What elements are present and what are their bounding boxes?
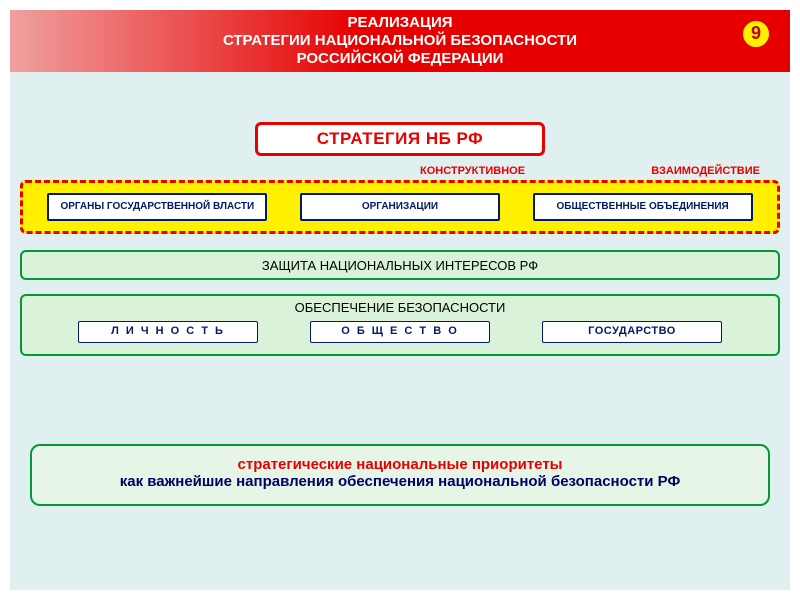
label-interaction: ВЗАИМОДЕЙСТВИЕ — [651, 165, 760, 177]
actor-government-label: ОРГАНЫ ГОСУДАРСТВЕННОЙ ВЛАСТИ — [60, 202, 254, 213]
label-constructive: КОНСТРУКТИВНОЕ — [420, 165, 525, 177]
slide-header: РЕАЛИЗАЦИЯ СТРАТЕГИИ НАЦИОНАЛЬНОЙ БЕЗОПА… — [10, 10, 790, 72]
priorities-line2: как важнейшие направления обеспечения на… — [62, 473, 738, 492]
priorities-box: стратегические национальные приоритеты к… — [30, 444, 770, 506]
security-title: ОБЕСПЕЧЕНИЕ БЕЗОПАСНОСТИ — [22, 300, 778, 315]
actors-group: ОРГАНЫ ГОСУДАРСТВЕННОЙ ВЛАСТИ ОРГАНИЗАЦИ… — [20, 180, 780, 234]
interaction-labels: КОНСТРУКТИВНОЕ ВЗАИМОДЕЙСТВИЕ — [420, 165, 760, 177]
protection-label: ЗАЩИТА НАЦИОНАЛЬНЫХ ИНТЕРЕСОВ РФ — [262, 258, 538, 273]
actor-organizations-label: ОРГАНИЗАЦИИ — [362, 202, 438, 213]
strategy-box: СТРАТЕГИЯ НБ РФ — [255, 122, 545, 156]
page-number: 9 — [751, 23, 761, 45]
security-bar: ОБЕСПЕЧЕНИЕ БЕЗОПАСНОСТИ Л И Ч Н О С Т Ь… — [20, 294, 780, 356]
security-society-label: О Б Щ Е С Т В О — [341, 326, 459, 338]
header-line1: РЕАЛИЗАЦИЯ — [10, 14, 790, 32]
security-person-label: Л И Ч Н О С Т Ь — [111, 326, 225, 338]
header-line3: РОССИЙСКОЙ ФЕДЕРАЦИИ — [10, 50, 790, 68]
actor-organizations: ОРГАНИЗАЦИИ — [300, 193, 500, 221]
header-line2: СТРАТЕГИИ НАЦИОНАЛЬНОЙ БЕЗОПАСНОСТИ — [10, 32, 790, 50]
protection-bar: ЗАЩИТА НАЦИОНАЛЬНЫХ ИНТЕРЕСОВ РФ — [20, 250, 780, 280]
security-person: Л И Ч Н О С Т Ь — [78, 321, 258, 343]
security-state: ГОСУДАРСТВО — [542, 321, 722, 343]
slide-body: СТРАТЕГИЯ НБ РФ КОНСТРУКТИВНОЕ ВЗАИМОДЕЙ… — [10, 72, 790, 590]
priorities-line1: стратегические национальные приоритеты — [62, 456, 738, 473]
actor-associations: ОБЩЕСТВЕННЫЕ ОБЪЕДИНЕНИЯ — [533, 193, 753, 221]
actor-associations-label: ОБЩЕСТВЕННЫЕ ОБЪЕДИНЕНИЯ — [557, 202, 729, 213]
strategy-label: СТРАТЕГИЯ НБ РФ — [317, 129, 483, 149]
security-society: О Б Щ Е С Т В О — [310, 321, 490, 343]
actor-government: ОРГАНЫ ГОСУДАРСТВЕННОЙ ВЛАСТИ — [47, 193, 267, 221]
page-number-badge: 9 — [740, 18, 772, 50]
slide-canvas: РЕАЛИЗАЦИЯ СТРАТЕГИИ НАЦИОНАЛЬНОЙ БЕЗОПА… — [10, 10, 790, 590]
security-state-label: ГОСУДАРСТВО — [588, 326, 676, 338]
